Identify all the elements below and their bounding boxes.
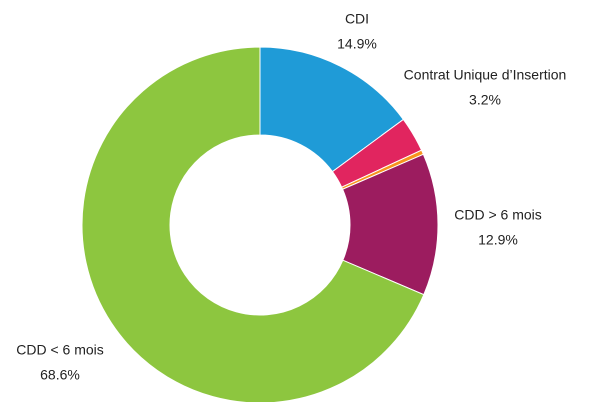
value-label: 12.9% [478, 232, 518, 248]
value-label: 68.6% [40, 367, 80, 383]
value-label: 14.9% [337, 36, 377, 52]
slice-label: Contrat Unique d’Insertion [404, 67, 567, 83]
slice [81, 46, 425, 402]
slice-label: CDD > 6 mois [454, 207, 542, 223]
slice-label: CDI [345, 11, 369, 27]
slice-label: CDD < 6 mois [16, 342, 104, 358]
value-label: 3.2% [469, 92, 501, 108]
